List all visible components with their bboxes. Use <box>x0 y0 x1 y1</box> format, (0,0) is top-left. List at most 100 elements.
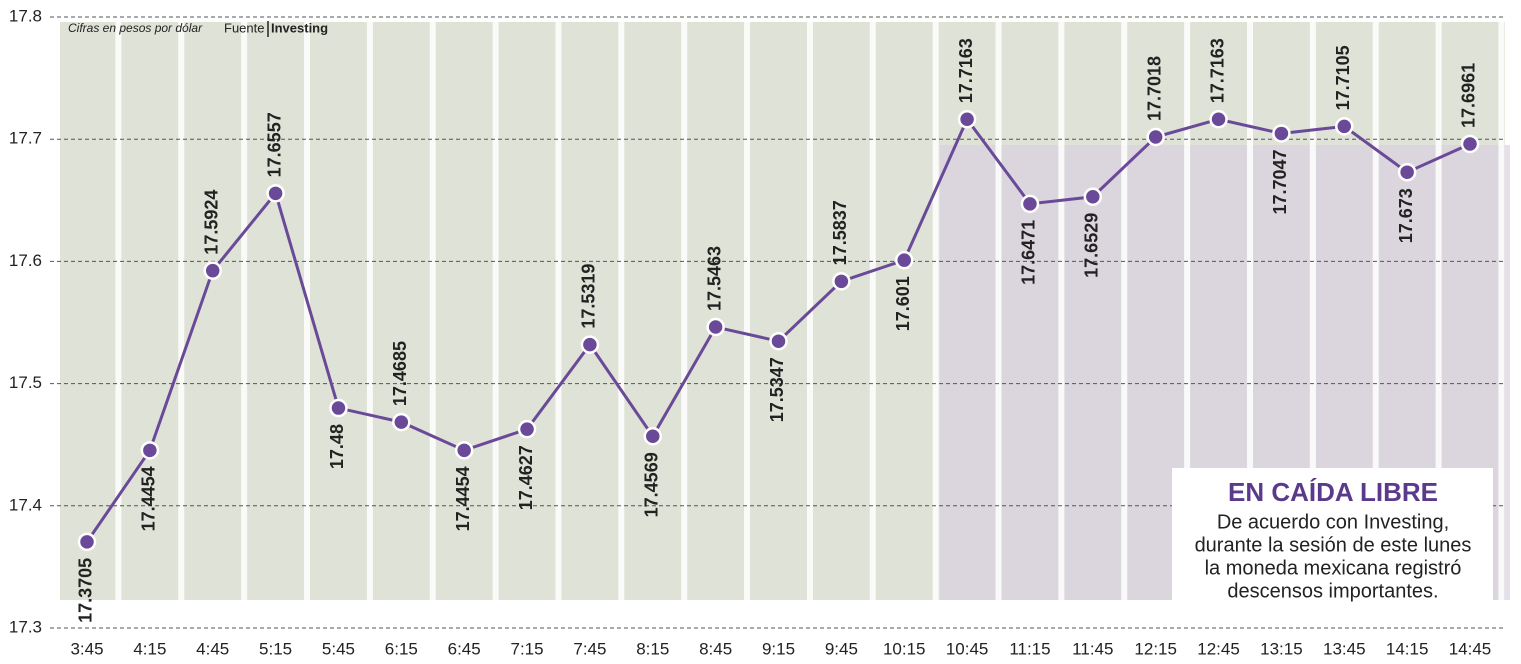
point <box>330 400 346 416</box>
point <box>1022 196 1038 212</box>
stripe <box>1498 22 1504 600</box>
value-label: 17.673 <box>1396 188 1416 243</box>
chart: 17.3 17.4 17.5 17.6 17.7 17.8 Cifras en pesos… <box>0 0 1521 664</box>
x-tick-label: 9:45 <box>825 639 858 658</box>
annotation-line: la moneda mexicana registró <box>1205 557 1462 579</box>
stripe <box>1058 22 1064 600</box>
y-tick-label: 17.7 <box>9 129 42 148</box>
stripe <box>367 22 373 600</box>
x-tick-label: 4:45 <box>196 639 229 658</box>
x-tick-label: 13:45 <box>1323 639 1366 658</box>
stripe <box>493 22 499 600</box>
point <box>79 534 95 550</box>
stripe <box>681 22 687 600</box>
value-label: 17.4627 <box>516 445 536 510</box>
x-tick-label: 5:45 <box>322 639 355 658</box>
point <box>771 333 787 349</box>
point <box>1336 118 1352 134</box>
point <box>393 414 409 430</box>
x-tick-label: 14:15 <box>1386 639 1429 658</box>
x-tick-label: 12:45 <box>1197 639 1240 658</box>
annotation-title: EN CAÍDA LIBRE <box>1228 477 1438 507</box>
value-label: 17.6471 <box>1019 220 1039 285</box>
value-label: 17.6529 <box>1082 213 1102 278</box>
point <box>1399 164 1415 180</box>
point <box>959 111 975 127</box>
value-label: 17.4454 <box>453 466 473 531</box>
value-label: 17.6557 <box>264 112 284 177</box>
stripe <box>555 22 561 600</box>
x-tick-label: 3:45 <box>70 639 103 658</box>
x-tick-label: 5:15 <box>259 639 292 658</box>
value-label: 17.7018 <box>1144 56 1164 121</box>
stripe <box>430 22 436 600</box>
x-tick-label: 6:45 <box>448 639 481 658</box>
value-label: 17.7047 <box>1270 149 1290 214</box>
point <box>1273 125 1289 141</box>
x-tick-label: 14:45 <box>1449 639 1492 658</box>
annotation-line: De acuerdo con Investing, <box>1217 511 1449 533</box>
stripe <box>1121 22 1127 600</box>
x-tick-label: 7:45 <box>573 639 606 658</box>
x-tick-label: 10:45 <box>946 639 989 658</box>
stripe <box>933 22 939 600</box>
x-tick-label: 11:15 <box>1009 639 1050 658</box>
stripe <box>53 22 59 600</box>
value-label: 17.601 <box>893 276 913 331</box>
annotation-line: descensos importantes. <box>1227 580 1438 602</box>
value-label: 17.7163 <box>956 38 976 103</box>
x-tick-label: 9:15 <box>762 639 795 658</box>
point <box>1462 136 1478 152</box>
stripe <box>996 22 1002 600</box>
value-label: 17.5837 <box>830 200 850 265</box>
value-label: 17.5924 <box>201 190 221 255</box>
stripe <box>744 22 750 600</box>
x-tick-label: 12:15 <box>1134 639 1177 658</box>
point <box>456 442 472 458</box>
value-label: 17.5319 <box>579 264 599 329</box>
value-label: 17.4685 <box>390 341 410 406</box>
x-tick-label: 8:15 <box>636 639 669 658</box>
point <box>708 319 724 335</box>
point <box>205 263 221 279</box>
point <box>833 273 849 289</box>
value-label: 17.3705 <box>76 558 96 623</box>
point <box>896 252 912 268</box>
y-tick-label: 17.3 <box>9 617 42 636</box>
value-label: 17.7105 <box>1333 45 1353 110</box>
value-label: 17.5347 <box>767 357 787 422</box>
source-label: Fuente <box>224 20 264 35</box>
stripe <box>241 22 247 600</box>
value-label: 17.7163 <box>1207 38 1227 103</box>
value-label: 17.6961 <box>1459 63 1479 128</box>
x-tick-label: 10:15 <box>883 639 926 658</box>
value-label: 17.5463 <box>704 246 724 311</box>
stripe <box>178 22 184 600</box>
value-label: 17.4454 <box>139 466 159 531</box>
x-tick-label: 4:15 <box>133 639 166 658</box>
source: Investing <box>271 20 328 35</box>
annotation-line: durante la sesión de este lunes <box>1195 534 1472 556</box>
x-tick-label: 7:15 <box>510 639 543 658</box>
point <box>645 428 661 444</box>
annotation-body: De acuerdo con Investing,durante la sesi… <box>1195 511 1472 602</box>
y-tick-label: 17.4 <box>9 495 42 514</box>
point <box>142 442 158 458</box>
y-tick-label: 17.8 <box>9 6 42 25</box>
x-tick-label: 6:15 <box>385 639 418 658</box>
x-tick-label: 11:45 <box>1072 639 1113 658</box>
point <box>1148 129 1164 145</box>
point <box>519 421 535 437</box>
point <box>582 337 598 353</box>
point <box>268 185 284 201</box>
x-tick-label: 8:45 <box>699 639 732 658</box>
stripe <box>870 22 876 600</box>
y-tick-label: 17.6 <box>9 251 42 270</box>
value-label: 17.4569 <box>642 452 662 517</box>
value-label: 17.48 <box>327 424 347 469</box>
y-tick-label: 17.5 <box>9 373 42 392</box>
point <box>1211 111 1227 127</box>
stripe <box>618 22 624 600</box>
subtitle: Cifras en pesos por dólar <box>68 21 203 35</box>
stripe <box>115 22 121 600</box>
